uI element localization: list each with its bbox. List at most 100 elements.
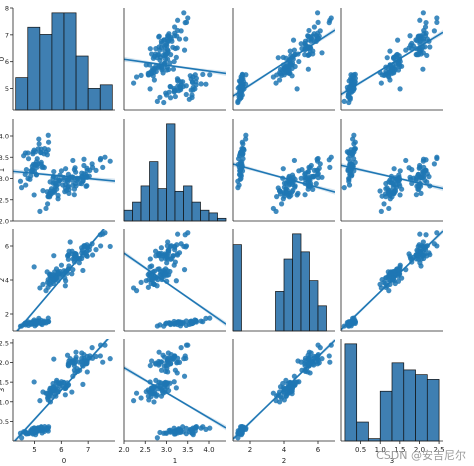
scatter-point xyxy=(341,98,347,104)
scatter-point xyxy=(44,426,50,433)
scatter-point xyxy=(386,74,392,80)
histogram-bar xyxy=(166,123,176,222)
scatter-point xyxy=(36,141,42,147)
scatter-point xyxy=(243,136,249,142)
scatter-point xyxy=(143,278,149,284)
scatter-point xyxy=(315,36,321,42)
histogram-bar xyxy=(232,244,242,332)
histogram-bar xyxy=(63,12,77,111)
scatter-point xyxy=(409,167,415,173)
scatter-point xyxy=(296,58,302,65)
scatter-point xyxy=(31,264,37,270)
scatter-point xyxy=(395,37,401,43)
scatter-point xyxy=(198,318,204,324)
scatter-point xyxy=(315,171,321,177)
scatter-point xyxy=(157,94,163,100)
scatter-point xyxy=(277,399,283,405)
y-tick-label: 0.5 xyxy=(0,418,9,426)
scatter-point xyxy=(133,288,140,294)
scatter-point xyxy=(295,190,301,196)
scatter-point xyxy=(36,136,42,142)
scatter-point xyxy=(156,349,162,355)
x-tick-label: 2.0 xyxy=(118,446,129,454)
scatter-point xyxy=(175,78,181,84)
scatter-point xyxy=(407,33,413,39)
scatter-point xyxy=(70,267,76,273)
scatter-point xyxy=(54,377,60,383)
scatter-point xyxy=(431,161,437,167)
scatter-point xyxy=(22,429,28,435)
scatter-point xyxy=(273,80,279,86)
scatter-point xyxy=(235,99,241,106)
scatter-point xyxy=(238,95,244,101)
panel-1-0: 2.0 2.5 3.0 3.5 4.0 xyxy=(0,119,115,226)
scatter-point xyxy=(420,169,426,175)
scatter-point xyxy=(138,395,144,401)
scatter-point xyxy=(76,260,82,266)
scatter-point xyxy=(164,380,171,386)
scatter-point xyxy=(299,167,305,173)
histogram-bar xyxy=(217,217,227,222)
scatter-point xyxy=(156,52,162,58)
histogram-bar xyxy=(27,26,41,111)
scatter-point xyxy=(317,28,323,34)
y-tick-label: 4 xyxy=(5,277,9,285)
scatter-point xyxy=(171,85,177,92)
scatter-point xyxy=(55,177,61,183)
scatter-point xyxy=(409,180,415,187)
scatter-point xyxy=(164,260,170,266)
scatter-point xyxy=(175,17,181,23)
regression-group xyxy=(124,250,226,327)
scatter-point xyxy=(277,389,283,395)
x-axis-label: 0 xyxy=(62,457,66,465)
scatter-point xyxy=(84,253,90,259)
scatter-point xyxy=(348,89,354,95)
scatter-point xyxy=(180,79,186,85)
scatter-point xyxy=(147,379,153,385)
scatter-point xyxy=(159,276,165,283)
scatter-point xyxy=(200,71,206,78)
scatter-point xyxy=(107,158,113,164)
scatter-point xyxy=(283,63,289,69)
scatter-point xyxy=(62,283,68,289)
scatter-point xyxy=(390,275,397,281)
scatter-point xyxy=(415,33,421,39)
scatter-point xyxy=(326,353,332,359)
y-tick-label: 2.5 xyxy=(0,196,9,204)
histogram-bar xyxy=(183,185,193,222)
scatter-point xyxy=(418,190,424,196)
scatter-point xyxy=(417,175,423,181)
scatter-point xyxy=(403,267,409,273)
scatter-point xyxy=(44,152,50,158)
scatter-point xyxy=(351,86,357,92)
scatter-point xyxy=(149,358,155,364)
scatter-point xyxy=(181,267,188,273)
scatter-point xyxy=(62,392,68,398)
scatter-point xyxy=(390,189,397,195)
scatter-point xyxy=(349,73,356,79)
scatter-point xyxy=(306,52,312,58)
scatter-point xyxy=(310,186,316,193)
scatter-point xyxy=(280,166,286,172)
scatter-point xyxy=(44,318,50,325)
panel-0-2 xyxy=(232,8,335,111)
panel-0-0: 5 6 7 8 xyxy=(5,5,115,111)
scatter-point xyxy=(148,68,155,74)
scatter-point xyxy=(185,15,191,21)
scatter-point xyxy=(98,243,104,249)
scatter-point xyxy=(31,168,38,174)
scatter-point xyxy=(315,352,321,358)
scatter-point xyxy=(207,72,213,78)
scatter-point xyxy=(414,247,420,253)
scatter-point xyxy=(410,254,417,260)
scatter-point xyxy=(147,389,153,395)
y-axis-label: 3 xyxy=(0,388,6,392)
scatter-point xyxy=(158,367,165,373)
x-axis-label: 2 xyxy=(282,457,286,465)
scatter-point xyxy=(102,154,108,160)
scatter-point xyxy=(158,245,164,251)
scatter-point xyxy=(93,247,99,253)
scatter-point xyxy=(294,86,300,92)
scatter-point xyxy=(396,56,402,62)
scatter-point xyxy=(44,201,51,207)
